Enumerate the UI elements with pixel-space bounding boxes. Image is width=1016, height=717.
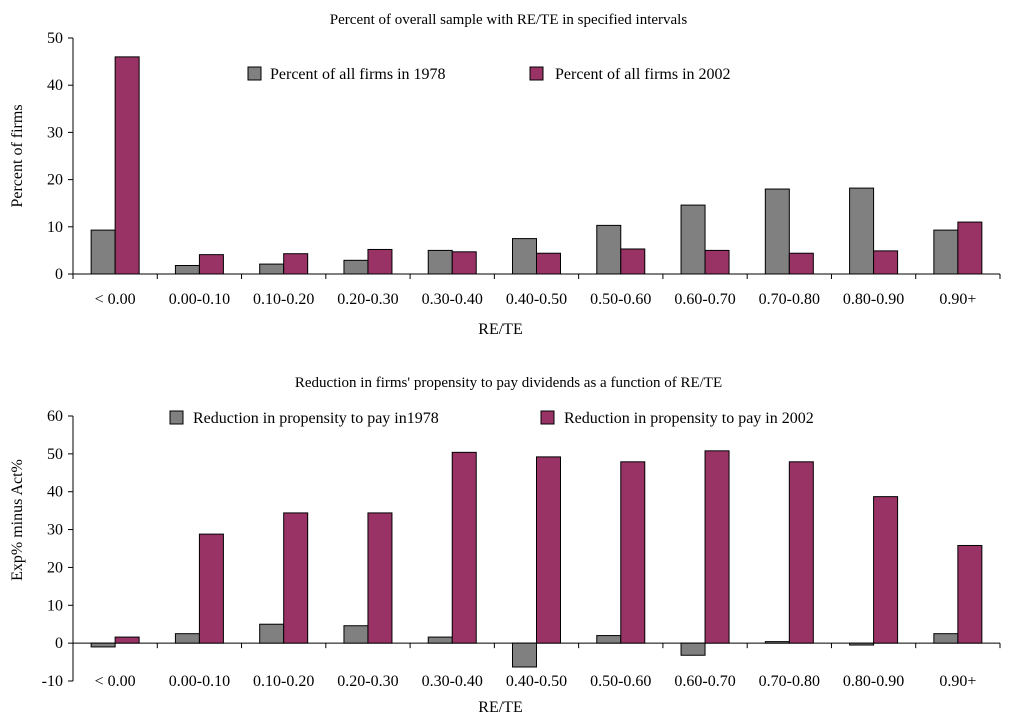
bar-1-0-50-0-60 [596, 635, 622, 644]
bar-1-0-20-0-30 [343, 259, 369, 275]
bar-2-0-70-0-80 [788, 461, 814, 644]
y-tick-label: 10 [47, 597, 63, 614]
legend-swatch-2 [529, 66, 544, 81]
bar-1--0-00 [90, 229, 116, 275]
legend: Reduction in propensity to pay in1978 Red… [169, 410, 814, 427]
x-tick-label: 0.10-0.20 [253, 291, 314, 308]
bar-2-0-50-0-60 [620, 461, 646, 644]
legend-label-1: Reduction in propensity to pay in1978 [193, 410, 439, 427]
y-axis-label: Exp% minus Act% [9, 459, 26, 581]
bar-1-0-30-0-40 [427, 636, 453, 644]
legend-swatch-1 [169, 410, 184, 425]
chart-1: Percent of overall sample with RE/TE in … [9, 12, 1001, 338]
y-tick-label: 10 [47, 219, 63, 236]
bar-1-0-10-0-20 [259, 623, 285, 644]
bar-2-0-30-0-40 [451, 451, 477, 644]
bar-1-0-70-0-80 [764, 641, 790, 644]
bar-2-0-40-0-50 [536, 252, 561, 275]
legend-label-1: Percent of all firms in 1978 [270, 66, 446, 83]
bar-2-0-60-0-70 [704, 450, 730, 644]
y-tick-label: -10 [42, 673, 63, 690]
y-axis-label: Percent of firms [9, 104, 26, 207]
bar-2-0-60-0-70 [704, 249, 730, 275]
bar-2-0-20-0-30 [367, 248, 393, 275]
bar-1-0-60-0-70 [680, 642, 706, 656]
bar-2-0-00-0-10 [198, 254, 224, 275]
bar-1-0-40-0-50 [512, 642, 537, 668]
bar-1-0-90- [933, 229, 959, 275]
y-tick-label: 20 [47, 172, 63, 189]
x-tick-label: 0.90+ [939, 673, 976, 690]
bar-1-0-90- [933, 633, 959, 644]
x-tick-label: 0.70-0.80 [759, 291, 820, 308]
x-tick-label: 0.00-0.10 [169, 291, 230, 308]
x-tick-label: 0.10-0.20 [253, 673, 314, 690]
bar-1-0-00-0-10 [174, 265, 200, 275]
y-tick-label: 30 [47, 124, 63, 141]
bar-1-0-10-0-20 [259, 263, 285, 275]
bar-2--0-00 [114, 56, 140, 275]
x-tick-label: 0.80-0.90 [843, 673, 904, 690]
bar-1-0-30-0-40 [427, 249, 453, 275]
x-axis-label: RE/TE [478, 321, 522, 338]
y-tick-label: 20 [47, 559, 63, 576]
legend-label-2: Reduction in propensity to pay in 2002 [564, 410, 814, 427]
bar-2-0-90- [957, 544, 983, 644]
y-tick-label: 0 [55, 635, 63, 652]
x-tick-label: 0.70-0.80 [759, 673, 820, 690]
bar-1-0-70-0-80 [764, 188, 790, 275]
bar-2-0-90- [957, 221, 983, 275]
bar-1-0-60-0-70 [680, 204, 706, 275]
y-tick-label: 0 [55, 266, 63, 283]
x-tick-label: 0.20-0.30 [337, 291, 398, 308]
x-tick-label: 0.50-0.60 [590, 673, 651, 690]
y-tick-label: 50 [47, 30, 63, 47]
x-tick-label: < 0.00 [95, 291, 136, 308]
x-tick-label: 0.50-0.60 [590, 291, 651, 308]
legend: Percent of all firms in 1978 Percent of a… [247, 66, 731, 83]
bar-2-0-70-0-80 [788, 252, 814, 275]
bar-2-0-40-0-50 [536, 456, 561, 644]
bar-1-0-50-0-60 [596, 224, 622, 275]
bar-2-0-50-0-60 [620, 248, 646, 275]
y-tick-label: 60 [47, 408, 63, 425]
x-tick-label: 0.20-0.30 [337, 673, 398, 690]
chart-2: Reduction in firms' propensity to pay di… [9, 375, 1001, 716]
chart-title: Reduction in firms' propensity to pay di… [295, 375, 722, 391]
bar-1-0-40-0-50 [512, 238, 537, 275]
x-tick-label: < 0.00 [95, 673, 136, 690]
x-axis-label: RE/TE [478, 699, 522, 716]
bar-1-0-00-0-10 [174, 633, 200, 644]
legend-swatch-2 [540, 410, 555, 425]
bar-2-0-10-0-20 [283, 512, 309, 644]
x-tick-label: 0.60-0.70 [674, 291, 735, 308]
bar-2-0-80-0-90 [873, 250, 899, 275]
x-tick-label: 0.40-0.50 [506, 291, 567, 308]
legend-swatch-1 [247, 66, 262, 81]
bar-1-0-80-0-90 [849, 642, 875, 646]
x-tick-label: 0.30-0.40 [422, 673, 483, 690]
x-tick-label: 0.90+ [939, 291, 976, 308]
bar-2-0-00-0-10 [198, 533, 224, 644]
bar-2-0-80-0-90 [873, 496, 899, 644]
x-tick-label: 0.30-0.40 [422, 291, 483, 308]
bar-1--0-00 [90, 642, 116, 648]
x-tick-label: 0.40-0.50 [506, 673, 567, 690]
bar-1-0-80-0-90 [849, 187, 875, 275]
bar-2-0-30-0-40 [451, 251, 477, 275]
bar-2-0-10-0-20 [283, 253, 309, 275]
x-tick-label: 0.80-0.90 [843, 291, 904, 308]
legend-label-2: Percent of all firms in 2002 [555, 66, 731, 83]
bar-2--0-00 [114, 636, 140, 644]
bar-2-0-20-0-30 [367, 512, 393, 644]
y-tick-label: 50 [47, 446, 63, 463]
y-tick-label: 30 [47, 522, 63, 539]
x-tick-label: 0.60-0.70 [674, 673, 735, 690]
bar-1-0-20-0-30 [343, 625, 369, 644]
x-tick-label: 0.00-0.10 [169, 673, 230, 690]
y-tick-label: 40 [47, 77, 63, 94]
y-tick-label: 40 [47, 484, 63, 501]
chart-title: Percent of overall sample with RE/TE in … [330, 12, 688, 28]
